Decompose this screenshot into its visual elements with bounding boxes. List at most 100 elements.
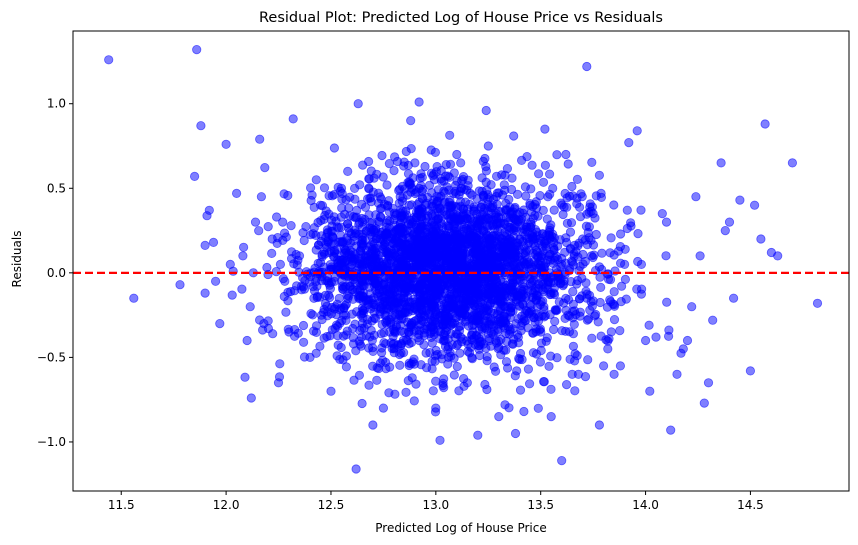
scatter-point (385, 327, 395, 337)
scatter-point (666, 425, 676, 435)
scatter-point (530, 210, 540, 220)
x-tick-label: 13.5 (527, 498, 554, 512)
scatter-point (518, 299, 528, 309)
scatter-point (632, 284, 642, 294)
scatter-point (536, 327, 546, 337)
scatter-point (728, 293, 739, 303)
scatter-point (449, 302, 459, 312)
scatter-point (308, 310, 318, 320)
scatter-point (351, 464, 361, 474)
scatter-point (367, 232, 377, 242)
scatter-point (485, 202, 495, 212)
scatter-point (566, 218, 577, 228)
scatter-point (361, 226, 372, 236)
scatter-point (443, 171, 453, 181)
scatter-point (350, 213, 360, 223)
scatter-point (445, 130, 455, 140)
scatter-point (397, 307, 408, 317)
scatter-point (582, 61, 592, 72)
scatter-point (745, 366, 756, 376)
scatter-point (377, 294, 387, 304)
x-tick-label: 12.0 (213, 498, 240, 512)
scatter-point (716, 158, 726, 168)
x-tick-label: 14.0 (632, 498, 659, 512)
scatter-point (336, 183, 347, 193)
scatter-point (475, 350, 485, 361)
scatter-point (256, 192, 266, 202)
scatter-point (325, 331, 335, 341)
scatter-point (190, 171, 200, 181)
scatter-point (672, 369, 682, 379)
scatter-point (661, 251, 671, 261)
scatter-point (411, 379, 421, 389)
scatter-point (441, 256, 451, 266)
scatter-point (329, 143, 339, 153)
scatter-point (398, 272, 409, 282)
scatter-point (615, 229, 626, 239)
scatter-point (569, 319, 579, 329)
scatter-point (275, 359, 285, 369)
scatter-point (470, 249, 480, 259)
scatter-point (480, 379, 490, 390)
scatter-point (401, 251, 412, 261)
scatter-point (587, 157, 597, 167)
scatter-point (384, 159, 394, 169)
scatter-point (200, 240, 210, 250)
scatter-point (494, 411, 504, 422)
scatter-point (499, 237, 509, 247)
scatter-point (381, 339, 391, 349)
scatter-point (283, 190, 293, 201)
scatter-point (324, 191, 334, 201)
scatter-point (433, 215, 443, 225)
scatter-point (519, 406, 529, 417)
scatter-point (657, 209, 667, 219)
scatter-point (227, 290, 237, 300)
scatter-point (441, 221, 451, 231)
scatter-point (452, 149, 462, 160)
scatter-point (640, 335, 651, 346)
scatter-point (461, 213, 472, 223)
scatter-point (340, 248, 351, 258)
scatter-point (441, 160, 451, 170)
scatter-point (572, 279, 582, 289)
scatter-point (615, 361, 626, 371)
scatter-point (319, 183, 330, 193)
scatter-point (619, 259, 630, 269)
scatter-point (393, 293, 403, 303)
scatter-point (561, 149, 571, 160)
scatter-point (609, 369, 619, 379)
scatter-point (565, 227, 576, 237)
scatter-point (552, 150, 562, 160)
scatter-point (375, 204, 386, 214)
scatter-point (524, 379, 535, 389)
scatter-point (568, 341, 579, 351)
scatter-point (575, 311, 585, 321)
scatter-point (598, 361, 609, 371)
scatter-point (536, 338, 547, 348)
scatter-point (325, 280, 335, 290)
scatter-point (573, 369, 584, 379)
scatter-point (506, 209, 516, 219)
scatter-point (389, 166, 399, 176)
scatter-point (449, 370, 459, 380)
scatter-point (445, 201, 455, 211)
scatter-point (296, 285, 307, 295)
scatter-point (192, 44, 202, 55)
scatter-point (384, 284, 394, 294)
scatter-point (531, 295, 542, 305)
scatter-point (489, 326, 499, 336)
scatter-point (605, 248, 615, 258)
scatter-point (597, 248, 607, 258)
scatter-point (200, 288, 210, 298)
scatter-point (547, 229, 558, 239)
scatter-point (432, 162, 442, 172)
scatter-point (255, 134, 265, 144)
scatter-point (350, 194, 360, 204)
scatter-point (613, 246, 624, 256)
scatter-point (589, 250, 599, 260)
scatter-point (463, 175, 473, 185)
scatter-point (812, 298, 823, 308)
scatter-point (406, 116, 416, 126)
scatter-point (567, 181, 577, 192)
scatter-point (421, 348, 431, 358)
